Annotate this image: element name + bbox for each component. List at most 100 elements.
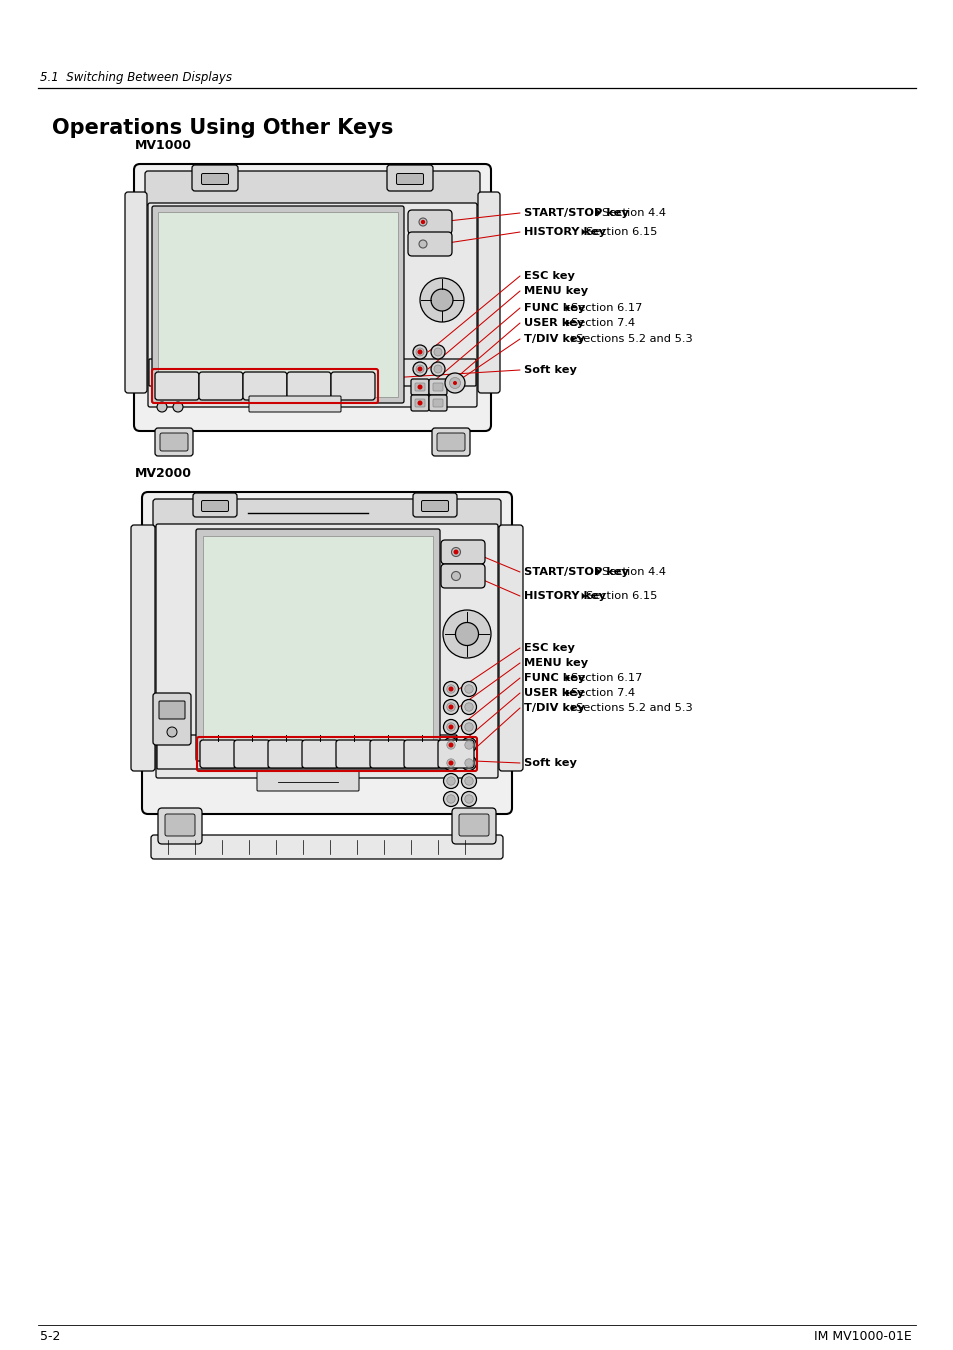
FancyBboxPatch shape <box>165 814 194 836</box>
Circle shape <box>448 687 453 691</box>
FancyBboxPatch shape <box>249 396 340 412</box>
Text: IM MV1000-01E: IM MV1000-01E <box>814 1331 911 1343</box>
Circle shape <box>416 348 423 356</box>
Circle shape <box>157 402 167 412</box>
Circle shape <box>446 722 455 732</box>
Circle shape <box>431 346 444 359</box>
Polygon shape <box>571 705 575 711</box>
FancyBboxPatch shape <box>160 433 188 451</box>
Circle shape <box>449 378 460 389</box>
FancyBboxPatch shape <box>411 379 429 396</box>
FancyBboxPatch shape <box>159 701 185 720</box>
FancyBboxPatch shape <box>440 564 484 589</box>
Text: T/DIV key: T/DIV key <box>523 333 584 344</box>
Circle shape <box>434 348 441 356</box>
FancyBboxPatch shape <box>133 163 491 431</box>
Polygon shape <box>566 305 570 312</box>
FancyBboxPatch shape <box>411 396 429 410</box>
FancyBboxPatch shape <box>387 165 433 190</box>
Circle shape <box>416 364 423 373</box>
FancyBboxPatch shape <box>149 359 476 386</box>
Circle shape <box>446 776 455 786</box>
Circle shape <box>417 401 422 405</box>
Polygon shape <box>566 320 570 327</box>
Circle shape <box>442 610 491 657</box>
FancyBboxPatch shape <box>148 202 476 406</box>
FancyBboxPatch shape <box>415 400 424 406</box>
Text: ESC key: ESC key <box>523 271 575 281</box>
FancyBboxPatch shape <box>370 740 406 768</box>
FancyBboxPatch shape <box>429 379 447 396</box>
Circle shape <box>419 278 463 323</box>
FancyBboxPatch shape <box>403 740 439 768</box>
FancyBboxPatch shape <box>408 211 452 234</box>
Circle shape <box>464 703 473 711</box>
Text: MV1000: MV1000 <box>135 139 192 153</box>
FancyBboxPatch shape <box>256 771 358 791</box>
FancyBboxPatch shape <box>203 536 433 755</box>
Text: Soft key: Soft key <box>523 757 577 768</box>
Circle shape <box>167 728 177 737</box>
Text: Section 7.4: Section 7.4 <box>570 319 634 328</box>
FancyBboxPatch shape <box>335 740 372 768</box>
FancyBboxPatch shape <box>436 433 464 451</box>
Circle shape <box>448 705 453 710</box>
Circle shape <box>448 725 453 729</box>
Circle shape <box>446 795 455 803</box>
Circle shape <box>443 720 458 734</box>
Text: Section 6.17: Section 6.17 <box>570 302 641 313</box>
FancyBboxPatch shape <box>440 540 484 564</box>
Circle shape <box>434 364 441 373</box>
Circle shape <box>453 549 458 555</box>
Circle shape <box>461 720 476 734</box>
Text: Operations Using Other Keys: Operations Using Other Keys <box>52 117 393 138</box>
FancyBboxPatch shape <box>287 373 331 400</box>
FancyBboxPatch shape <box>154 373 199 400</box>
Circle shape <box>443 791 458 806</box>
FancyBboxPatch shape <box>433 400 442 406</box>
FancyBboxPatch shape <box>432 428 470 456</box>
Circle shape <box>417 350 422 355</box>
Circle shape <box>417 385 422 390</box>
FancyBboxPatch shape <box>192 165 237 190</box>
FancyBboxPatch shape <box>452 809 496 844</box>
Text: Section 4.4: Section 4.4 <box>601 567 665 576</box>
Circle shape <box>461 774 476 788</box>
FancyBboxPatch shape <box>145 171 479 205</box>
Circle shape <box>443 699 458 714</box>
FancyBboxPatch shape <box>156 524 497 778</box>
Circle shape <box>455 622 478 645</box>
FancyBboxPatch shape <box>268 740 304 768</box>
FancyBboxPatch shape <box>158 809 202 844</box>
Circle shape <box>417 366 422 371</box>
Text: Section 6.15: Section 6.15 <box>585 227 657 238</box>
Circle shape <box>461 682 476 697</box>
FancyBboxPatch shape <box>331 373 375 400</box>
Polygon shape <box>597 209 600 216</box>
Circle shape <box>431 362 444 377</box>
Circle shape <box>418 217 427 225</box>
FancyBboxPatch shape <box>396 174 423 185</box>
FancyBboxPatch shape <box>421 501 448 512</box>
Text: Section 6.15: Section 6.15 <box>585 591 657 601</box>
FancyBboxPatch shape <box>458 814 489 836</box>
Text: Section 4.4: Section 4.4 <box>601 208 665 217</box>
FancyBboxPatch shape <box>429 396 447 410</box>
Text: ESC key: ESC key <box>523 643 575 653</box>
Circle shape <box>431 289 453 310</box>
Text: MV2000: MV2000 <box>135 467 192 481</box>
FancyBboxPatch shape <box>154 428 193 456</box>
Circle shape <box>443 737 458 752</box>
Text: USER key: USER key <box>523 688 583 698</box>
Polygon shape <box>566 675 570 682</box>
Circle shape <box>418 240 427 248</box>
Circle shape <box>446 741 455 749</box>
Polygon shape <box>581 593 585 599</box>
FancyBboxPatch shape <box>415 383 424 392</box>
Circle shape <box>413 346 427 359</box>
Circle shape <box>446 703 455 711</box>
Circle shape <box>464 759 473 767</box>
FancyBboxPatch shape <box>199 373 243 400</box>
Circle shape <box>464 795 473 803</box>
Text: HISTORY key: HISTORY key <box>523 227 605 238</box>
